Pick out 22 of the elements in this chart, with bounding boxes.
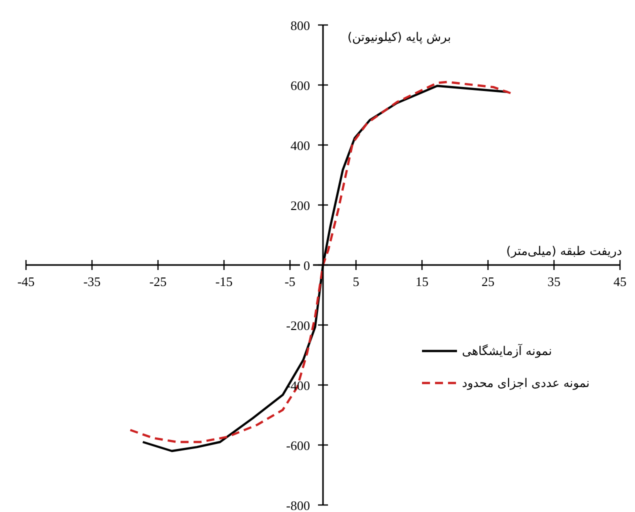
y-tick-label: 800: [290, 18, 310, 33]
y-tick-label: -600: [286, 438, 310, 453]
x-tick-label: -15: [215, 274, 233, 289]
legend-label: نمونه عددی اجزای محدود: [462, 376, 590, 390]
y-tick-label: -800: [286, 498, 310, 512]
x-tick-label: -45: [17, 274, 35, 289]
y-axis-title: برش پایه (کیلونیوتن): [347, 30, 451, 44]
x-tick-label: -25: [149, 274, 167, 289]
x-tick-label: 15: [416, 274, 428, 289]
y-tick-label: 0: [304, 258, 310, 273]
x-tick-label: 35: [548, 274, 560, 289]
y-tick-label: 600: [290, 78, 310, 93]
x-tick-label: 45: [614, 274, 626, 289]
x-tick-label: 25: [482, 274, 494, 289]
x-tick-label: 5: [352, 274, 360, 289]
x-tick-label: -5: [284, 274, 296, 289]
x-axis-title: دریفت طبقه (میلی‌متر): [506, 244, 622, 258]
legend-label: نمونه آزمایشگاهی: [462, 344, 552, 358]
x-tick-label: -35: [83, 274, 101, 289]
y-tick-label: 200: [290, 198, 310, 213]
y-tick-label: -200: [286, 318, 310, 333]
y-tick-label: 400: [290, 138, 310, 153]
